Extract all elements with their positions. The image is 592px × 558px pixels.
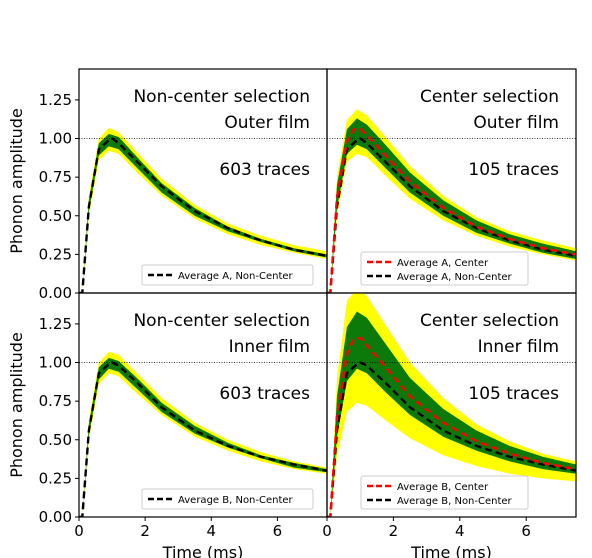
x-tick-label: 4 <box>206 522 216 540</box>
legend: Average B, Center Average B, Non-Center <box>360 475 529 510</box>
band-1 <box>330 311 576 517</box>
legend-box <box>360 251 529 286</box>
x-axis-label: Time (ms) <box>162 543 244 558</box>
film-annotation: Inner film <box>478 337 559 357</box>
x-tick-label: 0 <box>74 522 84 540</box>
x-tick-label: 6 <box>273 522 283 540</box>
band-1 <box>82 133 327 293</box>
axes-frame <box>326 292 577 518</box>
y-tick-label: 0.50 <box>39 207 72 225</box>
legend-label: Average A, Non-Center <box>178 271 294 282</box>
legend: Average A, Non-Center <box>141 264 314 286</box>
series-line-1 <box>327 137 576 293</box>
selection-annotation: Center selection <box>420 311 559 331</box>
y-tick-label: 0.75 <box>39 168 72 186</box>
legend-label: Average B, Non-Center <box>178 495 294 506</box>
x-tick-label: 6 <box>521 522 531 540</box>
legend-label: Average A, Non-Center <box>397 272 513 283</box>
band-1 <box>82 357 327 517</box>
x-tick-label: 0 <box>322 522 332 540</box>
y-axis-label: Phonon amplitude <box>7 332 26 478</box>
panel-top-left: 0.00 0.25 0.50 0.75 1.00 1.25 Phonon amplitude… <box>7 68 328 302</box>
x-axis-label: Time (ms) <box>410 543 492 558</box>
y-tick-label: 1.25 <box>39 91 72 109</box>
panel-top-right: Center selection Outer film 105 traces Aver… <box>326 68 577 294</box>
x-tick-label: 2 <box>140 522 150 540</box>
series-line-0 <box>327 127 576 293</box>
legend-label: Average B, Non-Center <box>397 496 513 507</box>
legend-box <box>360 475 529 510</box>
x-tick-label: 2 <box>389 522 399 540</box>
plot-area <box>327 293 576 517</box>
y-tick-label: 1.00 <box>39 354 72 372</box>
legend-box <box>141 264 314 286</box>
film-annotation: Outer film <box>224 113 310 133</box>
film-annotation: Inner film <box>229 337 310 357</box>
plot-area <box>327 109 576 293</box>
trace-count: 603 traces <box>219 384 310 404</box>
plot-area <box>79 127 327 293</box>
y-tick-label: 0.50 <box>39 431 72 449</box>
legend-label: Average B, Center <box>397 482 489 493</box>
legend: Average A, Center Average A, Non-Center <box>360 251 529 286</box>
y-tick-label: 0.25 <box>39 245 72 263</box>
series-line-0 <box>79 361 327 517</box>
selection-annotation: Non-center selection <box>133 87 310 107</box>
y-axis-label: Phonon amplitude <box>7 108 26 254</box>
legend: Average B, Non-Center <box>141 488 314 510</box>
y-tick-label: 0.00 <box>39 284 72 302</box>
legend-label: Average A, Center <box>397 258 489 269</box>
trace-count: 603 traces <box>219 160 310 180</box>
y-tick-label: 0.00 <box>39 508 72 526</box>
film-annotation: Outer film <box>473 113 559 133</box>
trace-count: 105 traces <box>468 384 559 404</box>
y-tick-label: 1.00 <box>39 130 72 148</box>
series-line-0 <box>327 336 576 517</box>
panel-bottom-right: 0 2 4 6 Time (ms) Center selection Inner film 1… <box>322 292 577 558</box>
trace-count: 105 traces <box>468 160 559 180</box>
selection-annotation: Center selection <box>420 87 559 107</box>
panel-bottom-left: 0.00 0.25 0.50 0.75 1.00 1.25 0 2 4 6 Time (ms) Pho… <box>7 292 328 558</box>
plot-area <box>79 351 327 517</box>
legend-box <box>141 488 314 510</box>
y-tick-label: 0.75 <box>39 392 72 410</box>
series-line-0 <box>79 137 327 293</box>
y-tick-label: 0.25 <box>39 469 72 487</box>
y-tick-label: 1.25 <box>39 315 72 333</box>
selection-annotation: Non-center selection <box>133 311 310 331</box>
series-line-1 <box>327 361 576 517</box>
x-tick-label: 4 <box>455 522 465 540</box>
